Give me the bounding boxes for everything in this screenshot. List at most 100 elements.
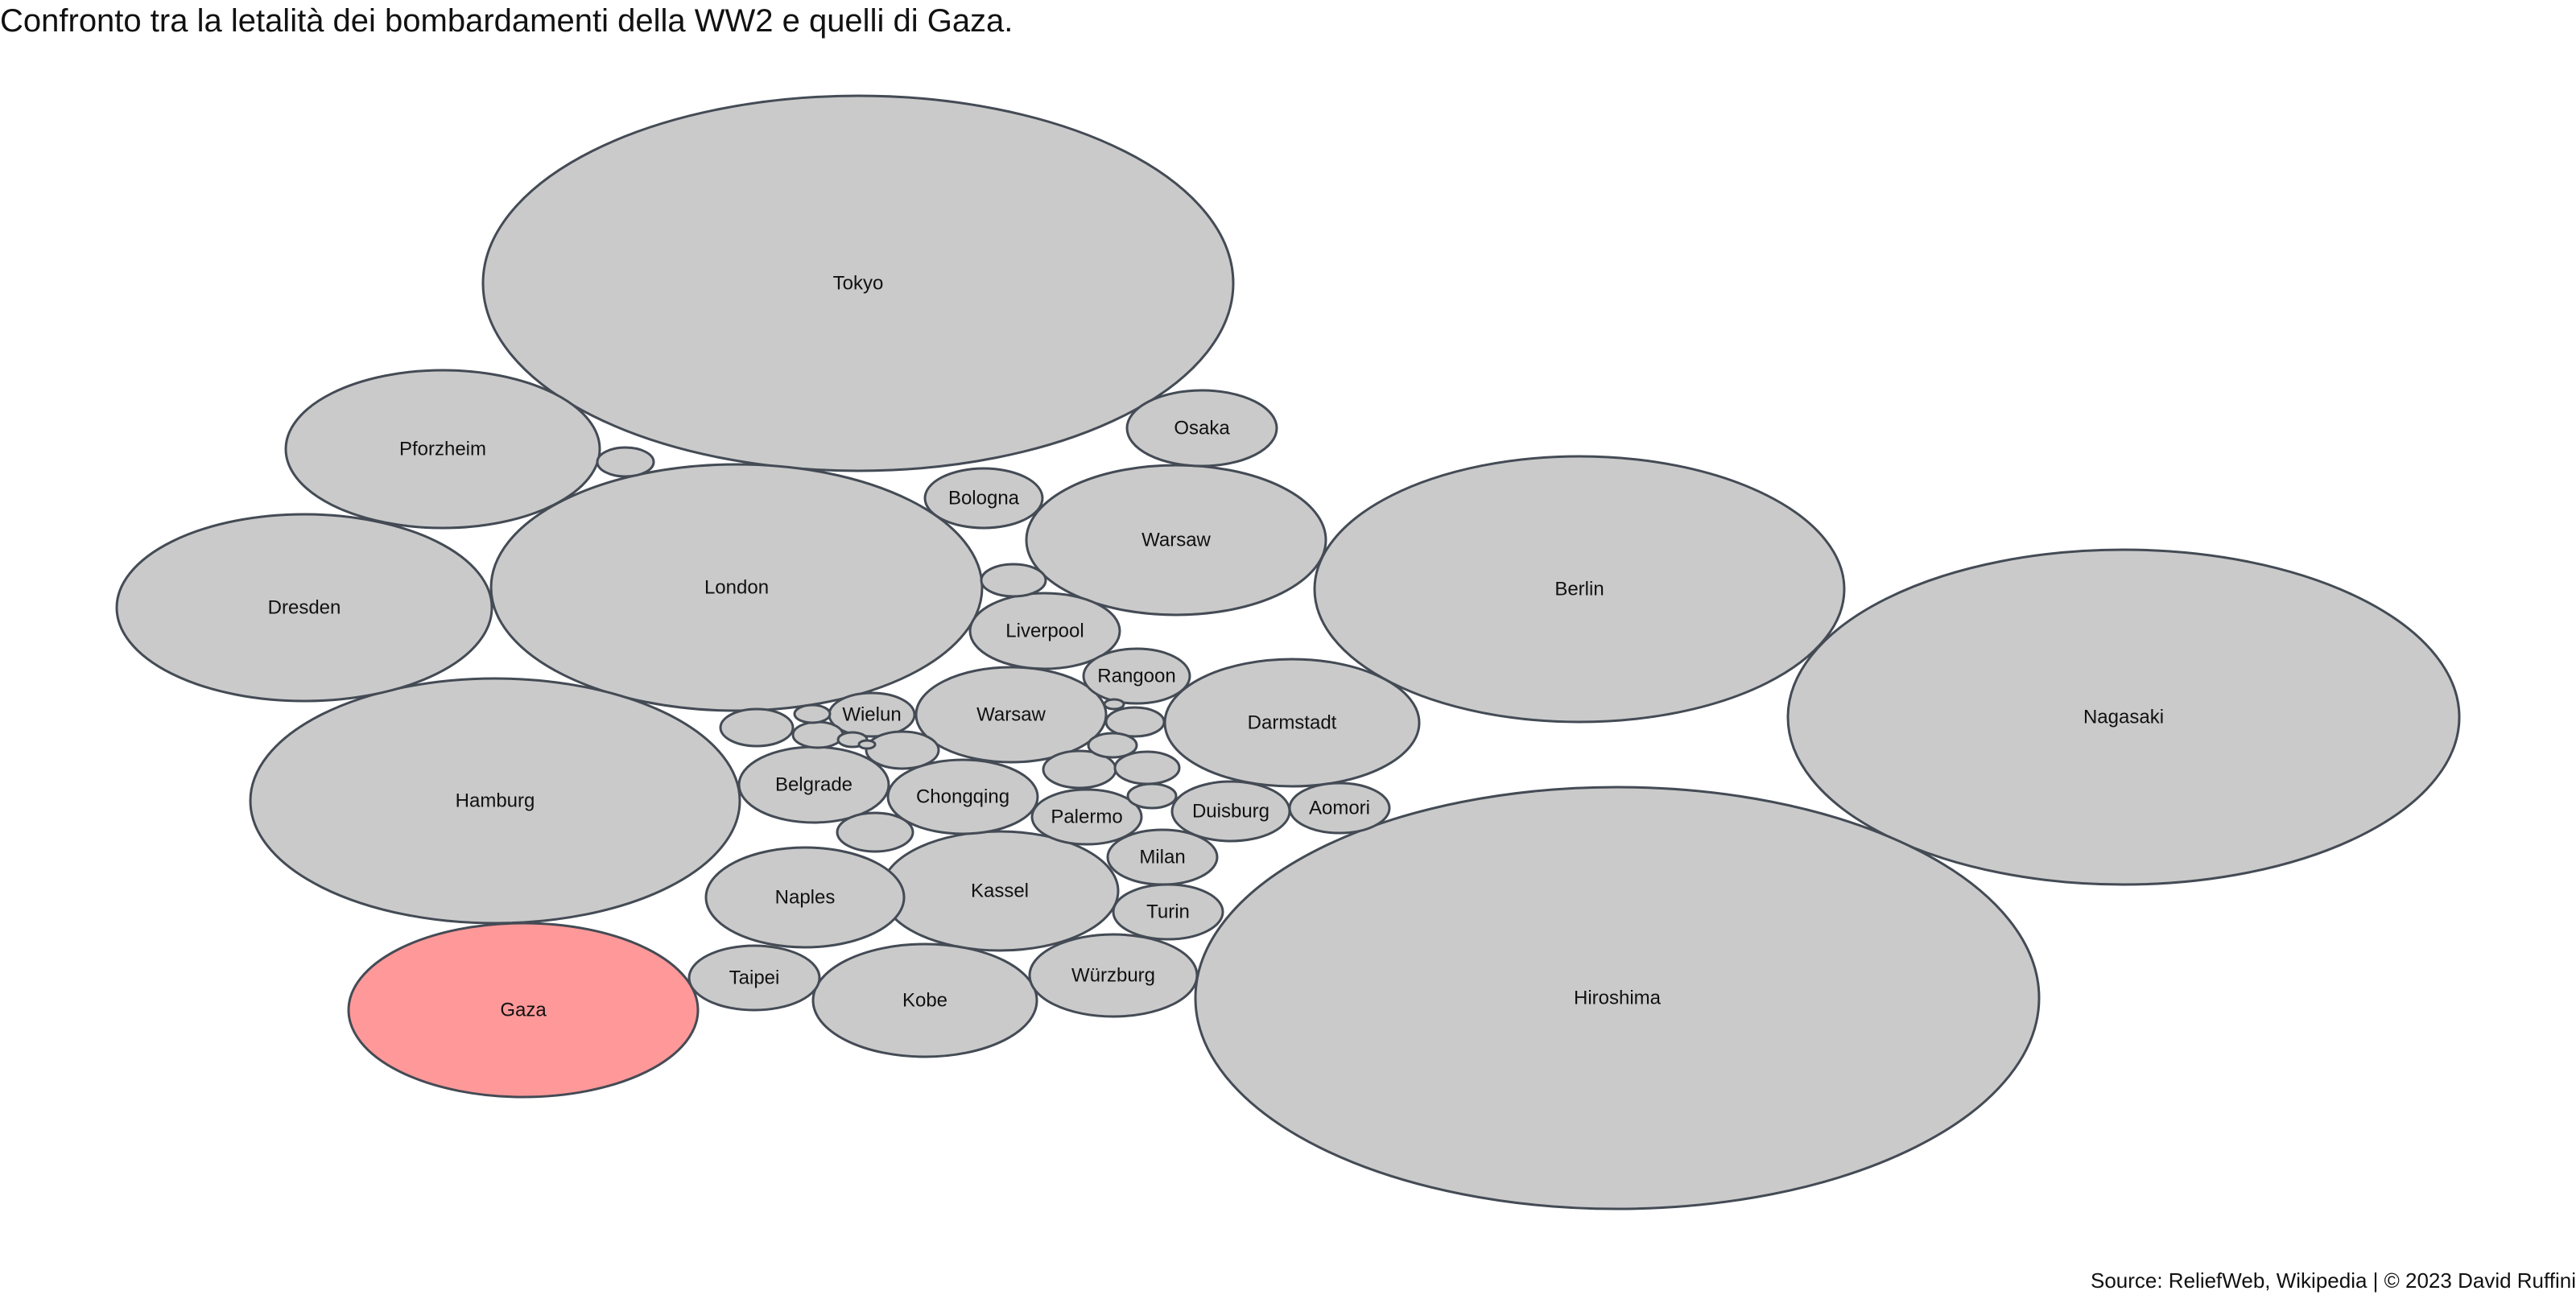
bubble: Nagasaki [1786,548,2461,886]
bubble-shape [284,369,601,530]
chart-title: Confronto tra la letalità dei bombardame… [0,3,1013,39]
bubble: Wielun [828,691,916,738]
bubble-label: Nagasaki [2083,707,2164,728]
bubble-label: Belgrade [775,774,852,796]
bubble-shape [1028,933,1199,1018]
bubble-label: Naples [775,887,836,909]
bubble: Kobe [811,942,1038,1058]
bubble-shape [923,467,1044,530]
bubble: Bologna [923,467,1044,530]
bubble-label: London [704,577,769,599]
bubble: Kassel [880,830,1120,952]
bubble-shape [1288,782,1391,835]
bubble: Warsaw [914,666,1108,764]
bubble: Belgrade [737,745,890,824]
bubble-label: Kobe [902,990,947,1012]
bubble-shape [1194,786,2041,1210]
bubble-label: Wielun [842,704,901,726]
bubble: Liverpool [968,592,1121,670]
bubble-label: Kassel [971,881,1029,902]
bubble-label: Chongqing [916,786,1009,808]
bubble-shape [1104,706,1166,738]
bubble-label: Liverpool [1005,621,1084,642]
bubble-label: Darmstadt [1248,712,1337,734]
bubble-label: Osaka [1174,418,1230,439]
bubble [793,703,832,724]
bubble [596,446,655,478]
bubble-label: Gaza [500,1000,547,1021]
bubble: Rangoon [1082,647,1191,705]
bubble-shape [811,942,1038,1058]
bubble [980,563,1047,598]
bubble-shape [1103,698,1125,711]
bubble-shape [596,446,655,478]
bubble-shape [1087,732,1138,759]
bubble-shape [489,463,984,712]
bubble-shape [704,846,906,949]
bubble-label: Taipei [729,967,780,989]
bubble [1104,706,1166,738]
bubble [1126,782,1178,810]
bubble-shape [481,94,1235,472]
bubble-shape [791,720,844,749]
bubble: Dresden [115,513,493,703]
bubble-shape [1030,788,1143,846]
bubble-label: Palermo [1051,806,1122,828]
bubble-shape [347,922,700,1099]
bubble-shape [914,666,1108,764]
bubble-label: Warsaw [976,704,1046,726]
bubble-label: Pforzheim [399,439,486,460]
bubble [865,730,940,770]
bubble: Hamburg [249,677,741,925]
bubble-label: Dresden [268,597,341,619]
bubble-label: Würzburg [1071,965,1155,987]
bubble-label: Milan [1139,847,1185,868]
bubble-shape [1786,548,2461,886]
bubble-shape [968,592,1121,670]
bubble-shape [836,811,914,853]
bubble: London [489,463,984,712]
bubble-shape [980,563,1047,598]
bubble-shape [1025,464,1327,617]
bubble-label: Warsaw [1141,530,1211,551]
bubble-shape [1112,883,1224,941]
bubble [719,707,795,748]
bubble [1087,732,1138,759]
bubble-shape [687,944,821,1012]
bubble-shape [719,707,795,748]
bubble-label: Berlin [1554,579,1604,600]
bubble [791,720,844,749]
bubble-shape [857,739,877,750]
bubble-label: Duisburg [1192,801,1269,823]
bubble [857,739,877,750]
bubble-shape [1126,782,1178,810]
bubble-shape [865,730,940,770]
bubble: Milan [1106,828,1219,886]
bubble: Chongqing [886,758,1039,835]
bubble: Warsaw [1025,464,1327,617]
bubble: Osaka [1125,389,1278,468]
bubble-shape [1125,389,1278,468]
bubble-shape [886,758,1039,835]
bubble: Würzburg [1028,933,1199,1018]
bubble-label: Rangoon [1097,666,1175,687]
bubble: Darmstadt [1163,658,1421,788]
chart-caption: Source: ReliefWeb, Wikipedia | © 2023 Da… [2090,1268,2576,1293]
bubble-label: Hiroshima [1574,988,1662,1009]
bubble: Turin [1112,883,1224,941]
bubble-label: Turin [1146,901,1190,923]
bubble: Berlin [1313,455,1846,724]
bubble-shape [793,703,832,724]
bubble: Pforzheim [284,369,601,530]
bubble: Aomori [1288,782,1391,835]
bubble-label: Tokyo [833,273,884,295]
bubble-label: Hamburg [456,790,535,812]
bubble: Hiroshima [1194,786,2041,1210]
bubble: Palermo [1030,788,1143,846]
bubble-label: Aomori [1309,798,1370,819]
bubble-shape [1082,647,1191,705]
bubble [1103,698,1125,711]
bubble: Naples [704,846,906,949]
bubble-shape [115,513,493,703]
